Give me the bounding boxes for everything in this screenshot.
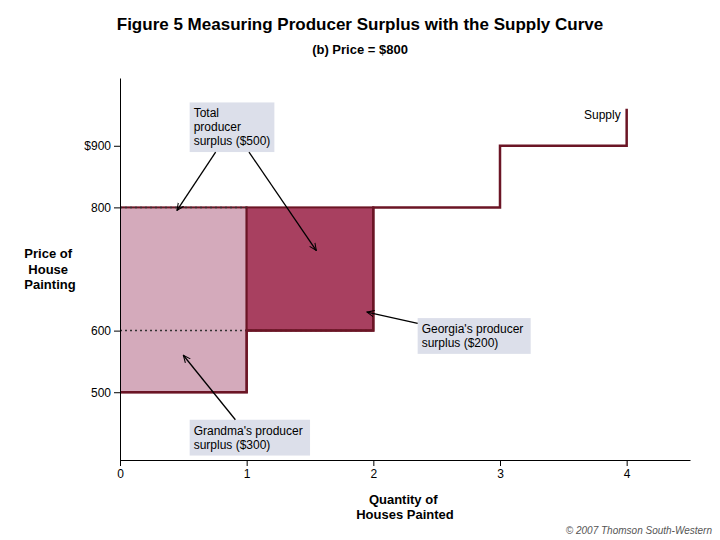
- annotation-box: [190, 420, 310, 456]
- annotation-arrow: [177, 152, 216, 210]
- text-line: surplus ($500): [194, 134, 271, 148]
- x-tick: 3: [497, 460, 504, 481]
- text-line: Painting: [24, 277, 75, 292]
- annotation-arrow: [249, 152, 316, 250]
- x-axis-title: Quantity of Houses Painted: [356, 492, 454, 523]
- text-line: surplus ($300): [194, 438, 271, 452]
- x-tick: 2: [370, 460, 377, 481]
- annotation-arrow: [367, 312, 418, 323]
- annotation-text: Total producer surplus ($500): [194, 106, 271, 148]
- x-tick-mark: [247, 460, 248, 466]
- text-line: surplus ($200): [422, 336, 499, 350]
- annotation: Georgia's producer surplus ($200): [418, 318, 531, 354]
- x-axis-line: [121, 460, 691, 461]
- x-tick-label: 2: [370, 467, 377, 481]
- y-tick-label: 800: [91, 201, 111, 215]
- y-axis: 500 600 800 $900: [84, 79, 120, 461]
- surplus-region: [120, 207, 247, 392]
- x-tick-label: 4: [624, 467, 631, 481]
- annotation-text: Georgia's producer surplus ($200): [422, 322, 527, 350]
- y-tick-mark: [114, 392, 120, 393]
- x-tick: 4: [624, 460, 631, 481]
- text-line: Grandma's producer: [194, 424, 303, 438]
- annotation: Grandma's producer surplus ($300): [190, 420, 310, 456]
- x-tick: 0: [117, 460, 124, 481]
- text-line: Price of: [24, 246, 72, 261]
- x-tick: 1: [244, 460, 251, 481]
- text-line: producer: [194, 120, 241, 134]
- chart: 0 1 2 3 4 500 600 800 $900 Supply Total producer s…: [0, 0, 720, 540]
- text-line: Total: [194, 106, 219, 120]
- text-line: Georgia's producer: [422, 322, 524, 336]
- annotation-arrow: [183, 355, 235, 419]
- y-tick: 600: [91, 324, 120, 338]
- x-tick-label: 1: [244, 467, 251, 481]
- annotation-box: [418, 318, 531, 354]
- annotation-text: Grandma's producer surplus ($300): [194, 424, 306, 452]
- y-tick-mark: [114, 207, 120, 208]
- y-tick-label: $900: [84, 139, 111, 153]
- surplus-region: [247, 207, 374, 330]
- y-tick: 500: [91, 386, 120, 400]
- x-tick-mark: [627, 460, 628, 466]
- y-tick-label: 500: [91, 386, 111, 400]
- x-tick-label: 0: [117, 467, 124, 481]
- y-axis-line: [120, 79, 121, 461]
- y-tick: 800: [91, 201, 120, 215]
- x-axis: 0 1 2 3 4: [117, 460, 690, 481]
- annotation: Total producer surplus ($500): [190, 102, 275, 152]
- series-label: Supply: [584, 108, 621, 122]
- subtitle: (b) Price = $800: [312, 42, 408, 57]
- annotation-box: [190, 102, 275, 152]
- caption: © 2007 Thomson South-Western: [566, 525, 713, 536]
- y-axis-title: Price of House Painting: [24, 246, 75, 292]
- y-tick-mark: [114, 146, 120, 147]
- reference-line: [120, 207, 247, 209]
- text-line: Houses Painted: [356, 507, 454, 522]
- title: Figure 5 Measuring Producer Surplus with…: [117, 15, 603, 34]
- x-tick-mark: [500, 460, 501, 466]
- y-tick-mark: [114, 331, 120, 332]
- y-tick-label: 600: [91, 324, 111, 338]
- y-tick: $900: [84, 139, 120, 153]
- x-tick-mark: [373, 460, 374, 466]
- text-line: Quantity of: [369, 492, 438, 507]
- x-tick-mark: [120, 460, 121, 466]
- x-tick-label: 3: [497, 467, 504, 481]
- text-line: House: [28, 262, 68, 277]
